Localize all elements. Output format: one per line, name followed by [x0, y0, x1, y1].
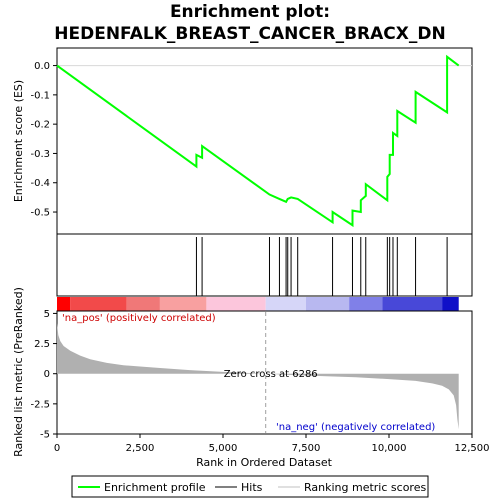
- color-bar-segment: [265, 297, 306, 311]
- x-axis-label: Rank in Ordered Dataset: [196, 456, 333, 469]
- es-tick-label: -0.4: [30, 178, 50, 189]
- color-bar-segment: [70, 297, 127, 311]
- es-tick-label: -0.2: [30, 120, 50, 131]
- x-tick-label: 2,500: [126, 443, 155, 454]
- hits-panel: [56, 233, 473, 297]
- enrichment-profile-line: [56, 54, 460, 228]
- x-tick-label: 5,000: [209, 443, 238, 454]
- ranking-metric-area: [57, 323, 459, 430]
- metric-tick-label: -2.5: [30, 399, 50, 410]
- metric-tick-label: 0: [44, 369, 50, 380]
- legend-box: [71, 475, 429, 498]
- metric-tick-label: -5: [40, 430, 50, 441]
- es-tick-label: -0.5: [30, 208, 50, 219]
- legend-metric-label: Ranking metric scores: [304, 481, 426, 494]
- metric-axis-label: Ranked list metric (PreRanked): [12, 287, 25, 457]
- es-panel: [56, 47, 473, 235]
- color-bar-segment: [57, 297, 71, 311]
- es-tick-label: -0.3: [30, 149, 50, 160]
- zero-cross-label: Zero cross at 6286: [224, 369, 318, 380]
- x-tick-label: 7,500: [292, 443, 321, 454]
- color-bar-segment: [126, 297, 160, 311]
- es-axis-label: Enrichment score (ES): [12, 80, 25, 202]
- color-bar-segment: [349, 297, 383, 311]
- pos-correlated-label: 'na_pos' (positively correlated): [62, 313, 216, 324]
- metric-tick-label: 5: [44, 309, 50, 320]
- x-tick-label: 12,500: [455, 443, 490, 454]
- legend-hits-label: Hits: [241, 481, 263, 494]
- metric-tick-label: 2.5: [34, 339, 50, 350]
- color-bar-segment: [306, 297, 350, 311]
- x-tick-label: 10,000: [372, 443, 407, 454]
- es-tick-label: 0.0: [34, 61, 50, 72]
- chart-title-line2: HEDENFALK_BREAST_CANCER_BRACX_DN: [54, 24, 445, 44]
- color-bar-segment: [206, 297, 266, 311]
- x-tick-label: 0: [54, 443, 60, 454]
- legend: Enrichment profile Hits Ranking metric s…: [71, 475, 429, 498]
- chart-title-line1: Enrichment plot:: [170, 2, 330, 22]
- es-tick-label: -0.1: [30, 90, 50, 101]
- color-bar-segment: [382, 297, 443, 311]
- color-bar-segment: [159, 297, 207, 311]
- legend-profile-label: Enrichment profile: [104, 481, 206, 494]
- color-bar-segment: [442, 297, 459, 311]
- neg-correlated-label: 'na_neg' (negatively correlated): [276, 422, 435, 433]
